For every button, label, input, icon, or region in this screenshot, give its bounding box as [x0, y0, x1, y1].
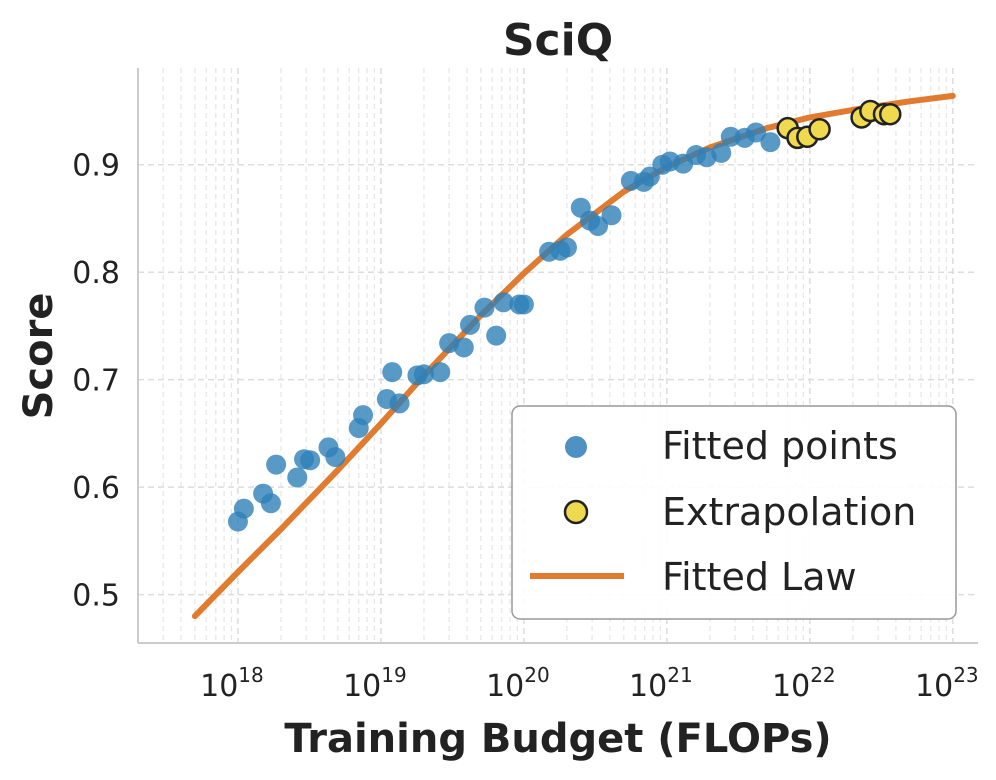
fitted-point: [453, 337, 474, 358]
fitted-point: [556, 237, 577, 258]
extrapolation-point: [878, 102, 902, 126]
legend-label-fitted-points: Fitted points: [662, 424, 898, 468]
fitted-point: [233, 498, 254, 519]
fitted-point: [493, 292, 514, 313]
chart-title: SciQ: [503, 15, 613, 66]
x-tick-label: 1022: [772, 663, 836, 704]
legend-frame: [511, 405, 957, 620]
fitted-point: [745, 122, 766, 143]
fitted-point: [266, 454, 287, 475]
x-tick-label: 1018: [200, 663, 264, 704]
fitted-point: [260, 493, 281, 514]
fitted-point: [588, 215, 609, 236]
y-tick-label: 0.8: [72, 256, 120, 291]
fitted-point: [601, 205, 622, 226]
fitted-point: [413, 364, 434, 385]
fitted-point: [760, 132, 781, 153]
fitted-point: [353, 405, 374, 426]
fitted-point: [382, 362, 403, 383]
plot-area: [191, 92, 956, 620]
fitted-point: [460, 314, 481, 335]
x-tick-label: 1023: [915, 663, 979, 704]
fitted-point: [300, 450, 321, 471]
legend: Fitted points Extrapolation Fitted Law: [511, 405, 957, 620]
tick-labels: 1018 1019 1020 1021 1022 1023 0.5 0.6 0.7 0.8 0.9: [72, 149, 978, 704]
x-tick-label: 1019: [343, 663, 407, 704]
x-tick-label: 1020: [486, 663, 550, 704]
x-tick-label: 1021: [629, 663, 693, 704]
fitted-point: [389, 393, 410, 414]
fitted-point: [325, 447, 346, 468]
legend-label-extrapolation: Extrapolation: [662, 490, 916, 534]
legend-marker-extrapolation: [563, 499, 589, 525]
y-tick-label: 0.5: [72, 579, 120, 614]
fitted-point: [474, 297, 495, 318]
y-tick-label: 0.6: [72, 471, 120, 506]
y-axis-title: Score: [16, 293, 62, 420]
legend-marker-fitted-points: [565, 436, 587, 458]
legend-label-fitted-law: Fitted Law: [662, 555, 857, 599]
fitted-point: [430, 362, 451, 383]
x-axis-title: Training Budget (FLOPs): [284, 716, 831, 762]
fitted-point: [486, 325, 507, 346]
y-tick-label: 0.7: [72, 364, 120, 399]
fitted-point: [513, 294, 534, 315]
fitted-point: [711, 142, 732, 163]
fitted-law-line: [191, 92, 956, 620]
fitted-point: [287, 467, 308, 488]
fitted-point: [639, 166, 660, 187]
y-tick-label: 0.9: [72, 149, 120, 184]
extrapolation-point: [808, 118, 831, 141]
